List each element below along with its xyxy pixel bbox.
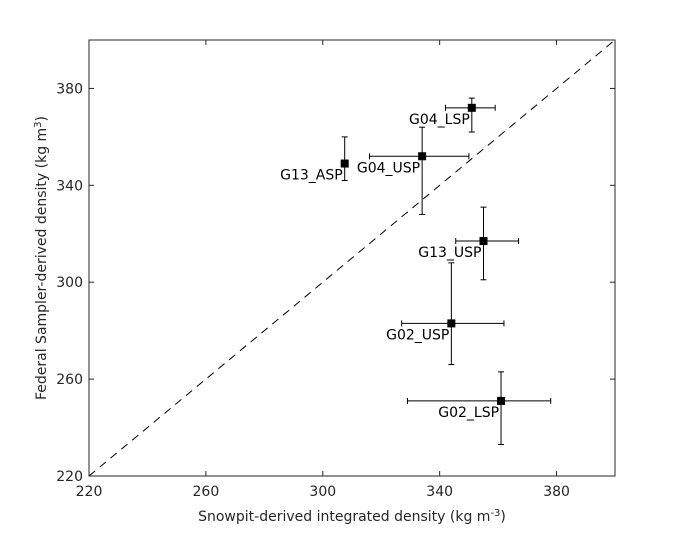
- point-label: G04_USP: [357, 160, 420, 176]
- y-tick-label: 260: [56, 372, 83, 388]
- point-label: G04_LSP: [409, 112, 470, 128]
- x-tick-label: 340: [426, 484, 453, 500]
- y-tick-label: 340: [56, 178, 83, 194]
- y-axis-label-text: Federal Sampler-derived density (kg m: [34, 128, 50, 400]
- square-marker: [340, 159, 349, 168]
- point-label: G13_ASP: [280, 168, 343, 184]
- y-axis-label: Federal Sampler-derived density (kg m3): [33, 116, 50, 400]
- x-tick-label: 260: [193, 484, 220, 500]
- axis-tick-labels: 220 260 300 340 380 220 260 300 340 380: [56, 81, 570, 500]
- square-marker: [479, 237, 488, 246]
- data-point-g02-usp: G02_USP: [386, 262, 505, 366]
- x-tick-label: 220: [76, 484, 103, 500]
- one-to-one-reference-line: [88, 39, 616, 477]
- x-axis-label: Snowpit-derived integrated density (kg m…: [198, 508, 506, 525]
- x-tick-label: 380: [543, 484, 570, 500]
- x-axis-label-sup: -3: [490, 508, 500, 519]
- data-point-g02-lsp: G02_LSP: [407, 371, 552, 446]
- data-points: G04_LSP G04_USP G13_ASP G13_USP G02_USP G02_L…: [280, 97, 552, 446]
- point-label: G02_USP: [386, 327, 449, 343]
- data-point-g13-asp: G13_ASP: [280, 136, 349, 184]
- x-tick-label: 300: [309, 484, 336, 500]
- data-point-g13-usp: G13_USP: [418, 206, 520, 281]
- square-marker: [497, 396, 506, 405]
- data-point-g04-lsp: G04_LSP: [409, 97, 496, 133]
- point-label: G13_USP: [418, 245, 481, 261]
- square-marker: [467, 103, 476, 112]
- y-tick-label: 220: [56, 469, 83, 485]
- y-tick-label: 300: [56, 275, 83, 291]
- x-axis-label-close: ): [500, 509, 505, 525]
- square-marker: [447, 319, 456, 328]
- y-axis-label-close: ): [34, 116, 50, 121]
- x-axis-label-text: Snowpit-derived integrated density (kg m: [198, 509, 490, 525]
- y-tick-label: 380: [56, 81, 83, 97]
- point-label: G02_LSP: [438, 405, 499, 421]
- data-point-g04-usp: G04_USP: [357, 126, 470, 215]
- y-axis-label-sup: 3: [33, 121, 44, 127]
- plot-frame: [88, 39, 616, 477]
- square-marker: [418, 152, 427, 161]
